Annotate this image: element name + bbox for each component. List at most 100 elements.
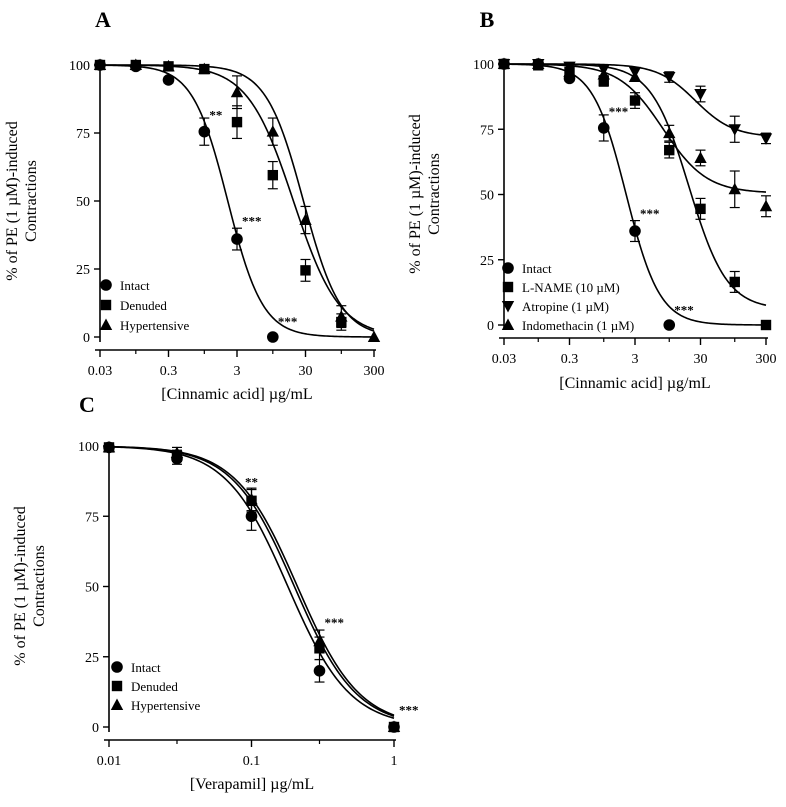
- y-axis-label-line2: Contractions: [23, 160, 40, 242]
- x-tick-label: 0.03: [492, 352, 517, 367]
- legend-label: Hypertensive: [131, 698, 201, 713]
- legend-marker: [501, 301, 515, 313]
- panel-b: B 0 25 50 75 100 0.03 0.3 3 30 300 [Cinnamic acid] …: [407, 7, 777, 392]
- series-hypertensive: [102, 440, 401, 732]
- x-tick-label: 3: [234, 364, 241, 379]
- panel-letter: B: [480, 7, 495, 32]
- data-point: [598, 75, 609, 87]
- y-axis-label-line1: % of PE (1 µM)-induced: [12, 506, 29, 665]
- fit-curve: [503, 63, 767, 193]
- data-point: [170, 446, 184, 459]
- data-point: [629, 225, 641, 237]
- x-tick-label: 0.03: [88, 364, 113, 379]
- y-tick-label: 50: [85, 581, 99, 596]
- y-tick-label: 25: [85, 651, 99, 666]
- legend: Intact Denuded Hypertensive: [110, 660, 201, 713]
- legend: Intact L-NAME (10 µM) Atropine (1 µM) Indom…: [501, 261, 634, 333]
- data-point: [694, 151, 707, 163]
- legend-marker: [111, 661, 123, 673]
- data-point: [664, 144, 675, 156]
- y-axis-label-line2: Contractions: [426, 153, 443, 235]
- data-point: [267, 331, 279, 343]
- data-point: [313, 634, 326, 647]
- y-tick-label: 75: [480, 123, 494, 138]
- data-point: [532, 57, 545, 69]
- data-point: [266, 125, 280, 137]
- y-tick-label: 25: [76, 263, 90, 278]
- data-point: [93, 58, 107, 70]
- significance-label: ***: [324, 615, 344, 630]
- y-tick-label: 100: [473, 58, 494, 73]
- x-tick-label: 0.1: [243, 754, 261, 769]
- legend-label: L-NAME (10 µM): [522, 280, 620, 295]
- data-point: [198, 62, 211, 75]
- significance-label: ***: [640, 206, 660, 221]
- panel-a: A 0 25 50 75 100 0.03 0.3 3 30 300 [Cinnamic acid] …: [4, 7, 385, 403]
- significance-label: ***: [674, 303, 694, 318]
- significance-label: ***: [278, 314, 298, 329]
- x-axis-label: [Cinnamic acid] µg/mL: [161, 386, 312, 403]
- x-tick-label: 0.3: [160, 364, 178, 379]
- y-tick-label: 50: [480, 189, 494, 204]
- data-point: [597, 122, 610, 134]
- data-point: [728, 124, 741, 136]
- legend-label: Hypertensive: [120, 318, 190, 333]
- legend-label: Intact: [131, 660, 161, 675]
- data-point: [628, 70, 642, 83]
- data-point: [597, 67, 610, 80]
- significance-label: ***: [609, 104, 629, 119]
- data-point: [267, 169, 279, 181]
- data-point: [245, 492, 258, 505]
- legend-label: Indomethacin (1 µM): [522, 318, 634, 333]
- y-axis-label-line2: Contractions: [31, 545, 48, 627]
- data-point: [313, 665, 326, 677]
- y-axis-label: % of PE (1 µM)-induced Contractions: [407, 114, 443, 273]
- significance-label: ***: [399, 702, 419, 717]
- data-point: [231, 233, 243, 245]
- y-tick-label: 0: [487, 319, 494, 334]
- data-point: [694, 89, 707, 101]
- legend-marker: [100, 279, 112, 291]
- data-point: [695, 203, 706, 215]
- legend-marker: [502, 262, 514, 274]
- y-tick-label: 0: [83, 331, 90, 346]
- x-tick-label: 300: [364, 364, 385, 379]
- significance-label: ***: [242, 213, 262, 228]
- data-point: [729, 276, 740, 288]
- legend-marker: [502, 281, 514, 293]
- legend: Intact Denuded Hypertensive: [99, 278, 190, 333]
- panel-c: C 0 25 50 75 100 0.01 0.1 1 [Verapamil] µg/mL % of…: [12, 392, 419, 793]
- legend-label: Atropine (1 µM): [522, 299, 609, 314]
- x-tick-label: 30: [299, 364, 313, 379]
- data-point: [162, 74, 175, 86]
- panel-letter: C: [79, 392, 95, 417]
- legend-label: Denuded: [120, 298, 167, 313]
- significance-label: **: [209, 107, 222, 122]
- data-point: [162, 59, 175, 72]
- x-tick-label: 0.01: [97, 754, 122, 769]
- x-tick-label: 1: [391, 754, 398, 769]
- fit-curve: [99, 64, 375, 332]
- panel-letter: A: [95, 7, 111, 32]
- data-point: [759, 199, 773, 212]
- y-axis-label-line1: % of PE (1 µM)-induced: [4, 121, 21, 280]
- legend-marker: [111, 680, 123, 692]
- data-point: [728, 182, 741, 195]
- x-axis-label: [Verapamil] µg/mL: [190, 776, 314, 793]
- y-tick-label: 25: [480, 254, 494, 269]
- y-tick-label: 50: [76, 195, 90, 210]
- y-tick-label: 75: [76, 127, 90, 142]
- y-tick-label: 0: [92, 721, 99, 736]
- data-point: [367, 330, 381, 342]
- data-point: [663, 126, 676, 139]
- data-point: [230, 85, 244, 98]
- legend-marker: [100, 299, 112, 311]
- data-point: [629, 95, 641, 106]
- data-point: [497, 57, 511, 69]
- y-axis-label: % of PE (1 µM)-induced Contractions: [12, 506, 48, 665]
- legend-marker: [110, 698, 124, 710]
- y-tick-label: 100: [69, 59, 90, 74]
- legend-label: Intact: [522, 261, 552, 276]
- legend-label: Intact: [120, 278, 150, 293]
